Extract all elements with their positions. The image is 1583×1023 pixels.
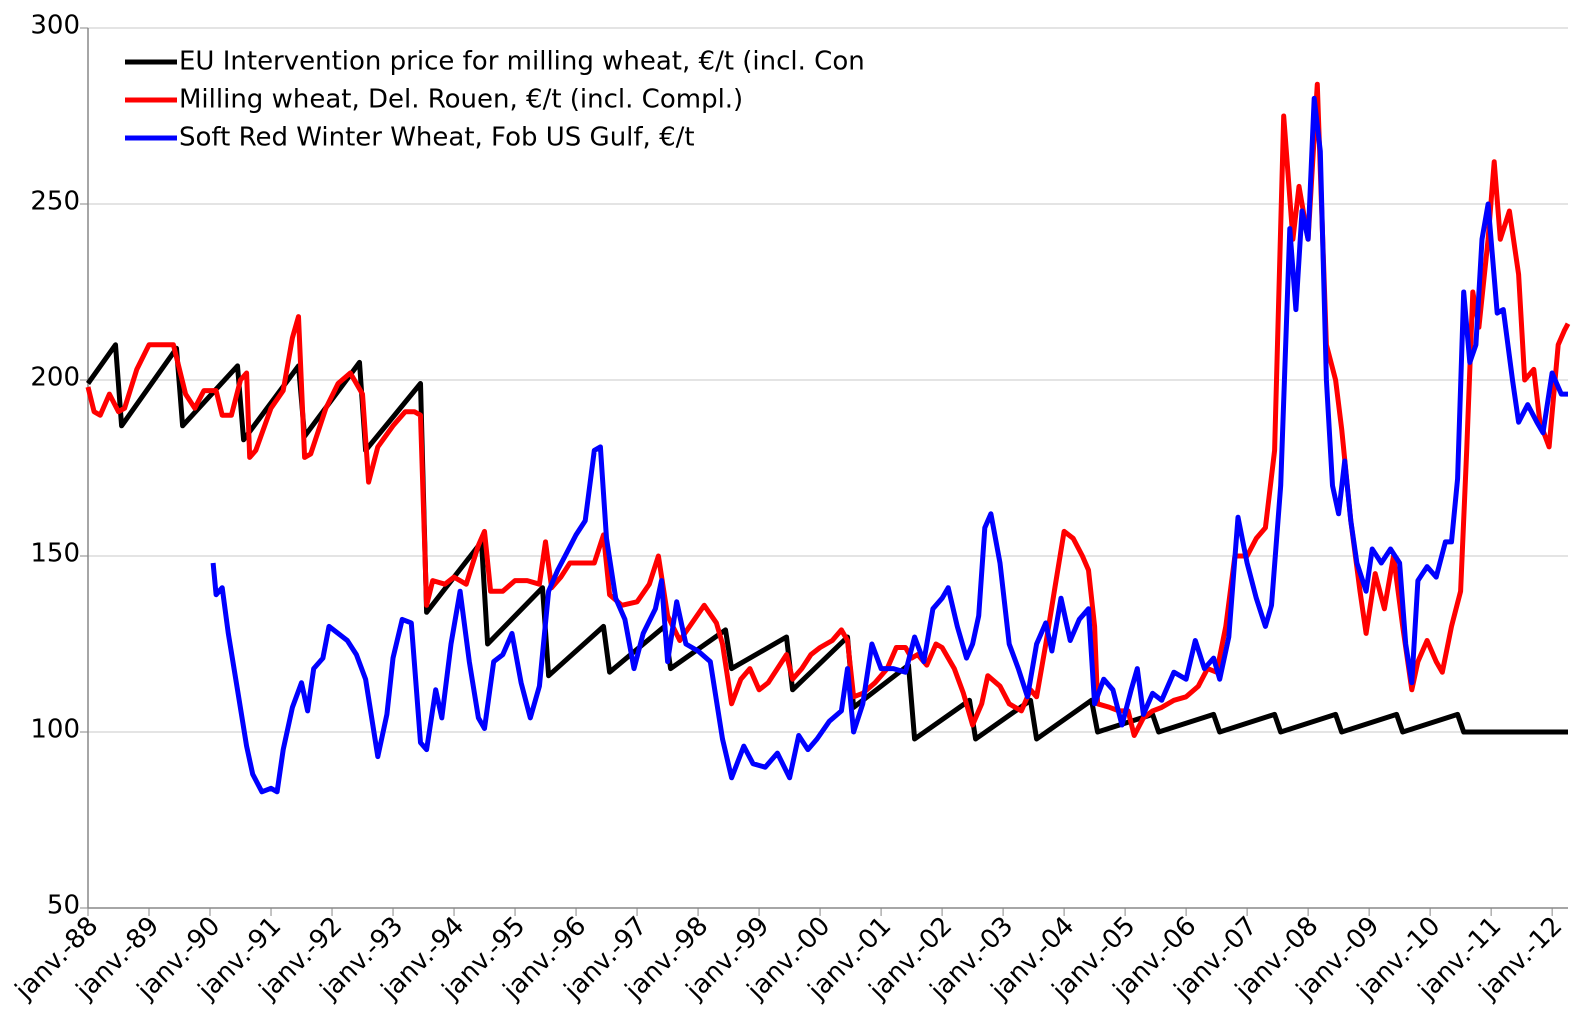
y-tick-label: 250	[30, 187, 80, 217]
series-line	[85, 81, 1571, 738]
y-tick-label: 150	[30, 539, 80, 569]
y-tick-label: 50	[47, 891, 80, 921]
legend-label: Soft Red Winter Wheat, Fob US Gulf, €/t	[179, 123, 695, 153]
y-tick-label: 200	[30, 363, 80, 393]
legend-label: EU Intervention price for milling wheat,…	[179, 47, 865, 77]
series-line	[210, 95, 1568, 795]
y-tick-label: 300	[30, 11, 80, 41]
y-tick-label: 100	[30, 715, 80, 745]
legend-label: Milling wheat, Del. Rouen, €/t (incl. Co…	[179, 85, 743, 115]
